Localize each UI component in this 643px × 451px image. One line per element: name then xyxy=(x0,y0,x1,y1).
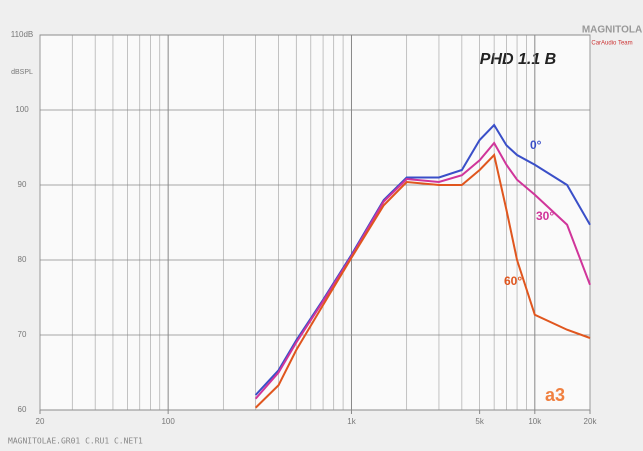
annotation: a3 xyxy=(545,385,565,405)
plot: 60 70 80 90 100 110dB 20 100 1k 5k 10k 20k 0° 30° 60° a… xyxy=(8,25,642,446)
x-tick-label: 100 xyxy=(161,417,175,426)
x-tick-label: 20k xyxy=(584,417,598,426)
series-line xyxy=(254,141,591,400)
y-tick-label: 70 xyxy=(18,330,27,339)
chart-title: PHD 1.1 B xyxy=(480,51,556,68)
series-line xyxy=(254,152,591,409)
watermark: MAGNITOLA xyxy=(582,25,642,36)
legend-label: 0° xyxy=(530,138,542,152)
x-tick-label: 10k xyxy=(528,417,542,426)
y-axis-label: dBSPL xyxy=(11,69,33,76)
legend-label: 30° xyxy=(536,209,554,223)
x-tick-label: 1k xyxy=(347,417,356,426)
watermark: CarAudio Team xyxy=(591,41,632,47)
plot-area xyxy=(39,34,591,411)
footer-text: MAGNITOLAE.GR01 C.RU1 C.NET1 xyxy=(8,437,143,446)
x-tick-label: 20 xyxy=(36,417,45,426)
y-tick-label: 110dB xyxy=(11,30,34,39)
y-tick-label: 80 xyxy=(18,255,27,264)
legend-label: 60° xyxy=(504,274,522,288)
y-tick-label: 60 xyxy=(18,405,27,414)
y-tick-label: 100 xyxy=(15,105,29,114)
series-line xyxy=(254,123,591,396)
y-tick-label: 90 xyxy=(18,180,27,189)
x-tick-label: 5k xyxy=(475,417,484,426)
